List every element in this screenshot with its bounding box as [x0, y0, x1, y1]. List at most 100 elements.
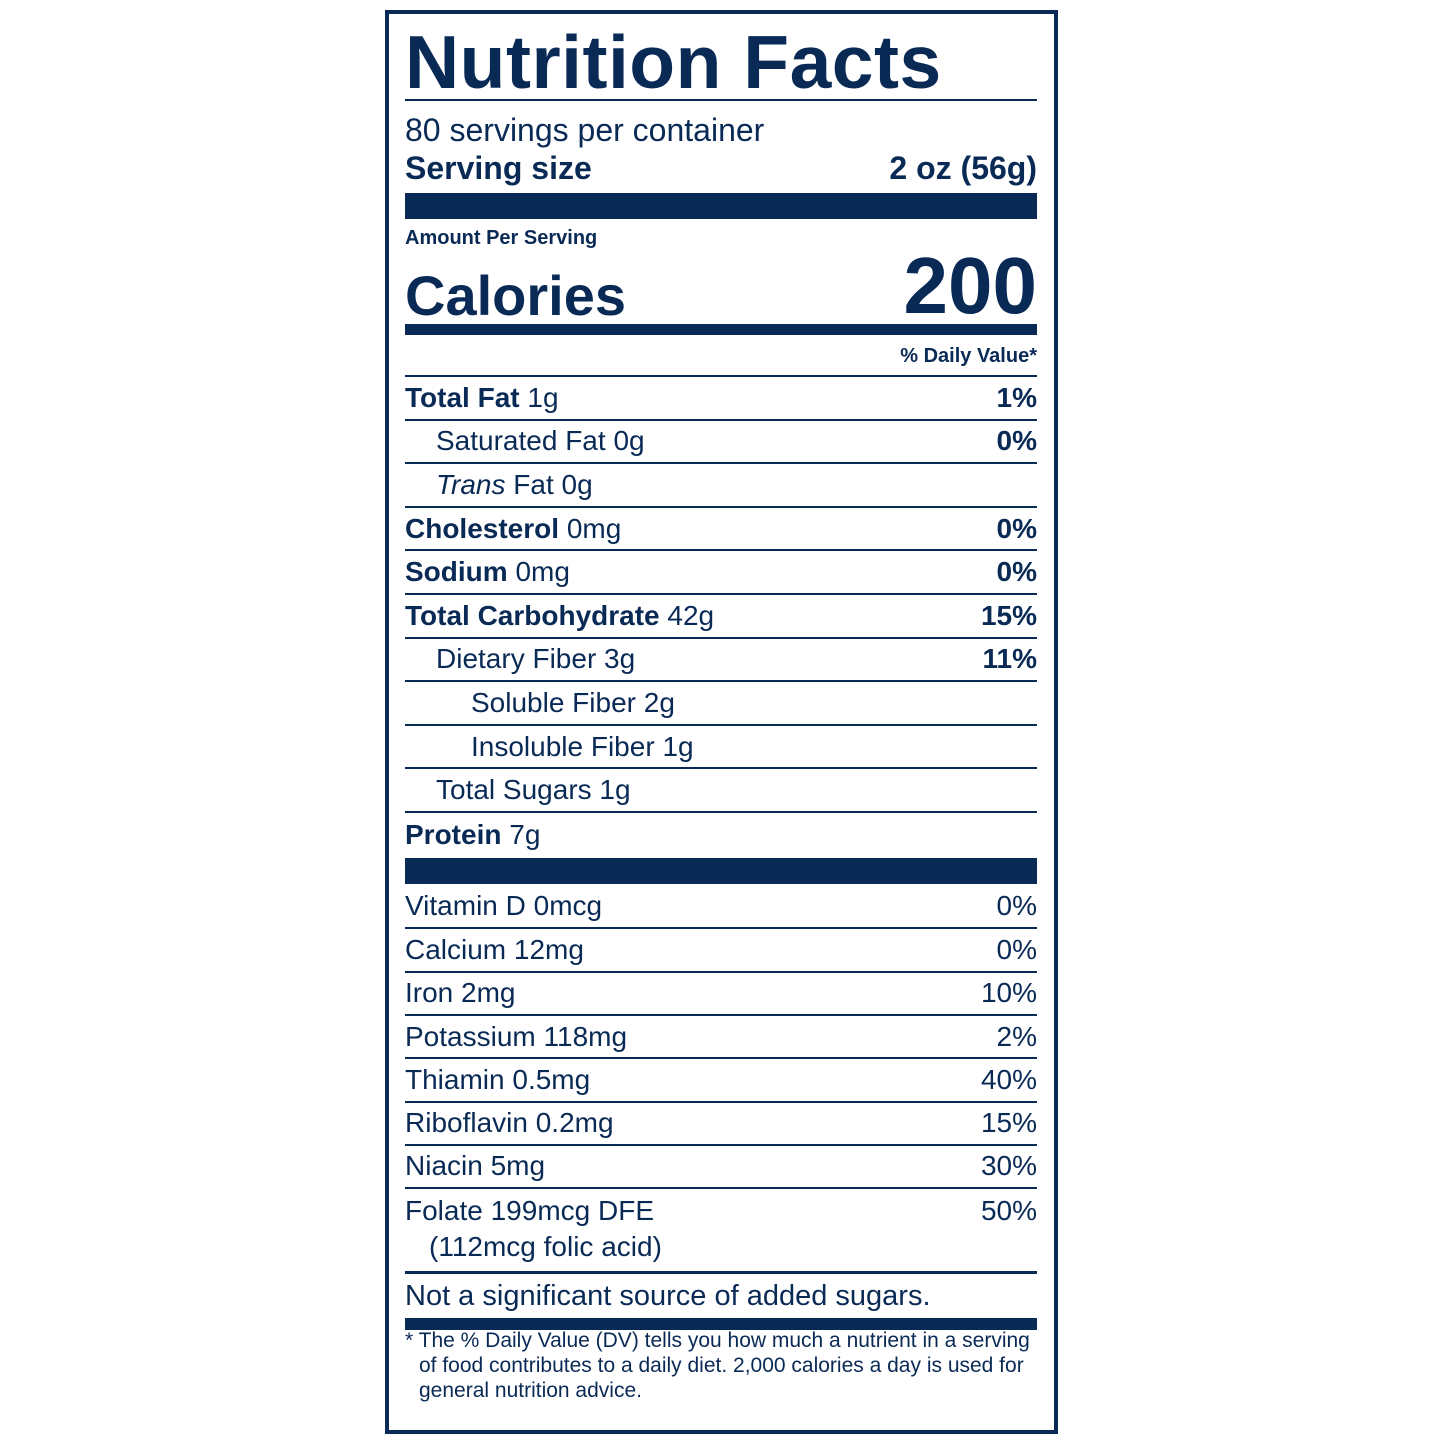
servings-per-container: 80 servings per container — [405, 112, 765, 148]
nutrient-amount: 3g — [604, 643, 636, 675]
thick-divider — [405, 858, 1037, 884]
vitamin-daily-value: 0% — [996, 933, 1037, 965]
serving-size-value: 2 oz (56g) — [889, 150, 1037, 186]
calories-label: Calories — [405, 264, 626, 327]
medium-divider — [405, 324, 1037, 335]
nutrient-name: Total Sugars 1g — [405, 774, 631, 806]
vitamin-label: Iron 2mg — [405, 977, 516, 1009]
vitamin-label: Folate 199mcg DFE — [405, 1195, 654, 1227]
nutrient-amount: 0g — [613, 425, 645, 457]
vitamin-label: Vitamin D 0mcg — [405, 889, 603, 921]
nutrient-label: Insoluble Fiber — [471, 730, 655, 762]
nutrient-amount: 42g — [667, 599, 715, 631]
nutrient-amount: 1g — [527, 381, 559, 413]
vitamin-name: Calcium 12mg — [405, 934, 584, 966]
vitamin-daily-value: 40% — [980, 1063, 1037, 1095]
thick-divider — [405, 193, 1037, 219]
nutrient-label: Total Sugars — [436, 774, 592, 806]
nutrient-amount: 0mg — [566, 512, 622, 544]
nutrient-daily-value: 11% — [982, 643, 1038, 675]
vitamin-row: Potassium 118mg 2% — [405, 1013, 1037, 1057]
nutrient-row: Total Carbohydrate 42g 15% — [405, 593, 1037, 637]
vitamin-row: Niacin 5mg 30% — [405, 1143, 1037, 1187]
nutrient-name: Saturated Fat 0g — [405, 425, 645, 457]
vitamin-row: Iron 2mg 10% — [405, 970, 1037, 1014]
nutrient-label: Protein — [405, 819, 502, 850]
vitamin-name: Niacin 5mg — [405, 1150, 545, 1182]
nutrient-daily-value: 1% — [996, 381, 1037, 413]
nutrient-row: Insoluble Fiber 1g — [405, 723, 1037, 768]
nutrient-amount: 1g — [662, 730, 694, 762]
nutrient-row: Saturated Fat 0g 0% — [405, 418, 1037, 463]
nutrient-row: Sodium 0mg 0% — [405, 549, 1037, 593]
nutrient-daily-value: 15% — [980, 599, 1037, 631]
nutrient-row: Cholesterol 0mg 0% — [405, 505, 1037, 550]
added-sugars-note: Not a significant source of added sugars… — [405, 1280, 931, 1312]
nutrient-amount: 7g — [509, 819, 541, 850]
vitamin-name: Folate 199mcg DFE (112mcg folic acid) — [405, 1195, 662, 1263]
vitamin-row: Riboflavin 0.2mg 15% — [405, 1100, 1037, 1144]
vitamin-name: Potassium 118mg — [405, 1021, 627, 1053]
nutrient-row: Soluble Fiber 2g — [405, 680, 1037, 724]
nutrient-daily-value: 0% — [996, 556, 1037, 588]
nutrient-row: Total Fat 1g 1% — [405, 375, 1037, 419]
nutrient-label-suffix: Fat — [513, 468, 554, 500]
vitamin-row: Vitamin D 0mcg 0% — [405, 884, 1037, 927]
nutrient-label: Total Fat — [405, 381, 520, 413]
calories-value: 200 — [903, 241, 1037, 330]
nutrient-daily-value: 0% — [996, 425, 1037, 457]
nutrient-name: Soluble Fiber 2g — [405, 687, 675, 719]
footnote: * The % Daily Value (DV) tells you how m… — [405, 1329, 1030, 1402]
nutrient-name: Sodium 0mg — [405, 556, 570, 588]
label-title: Nutrition Facts — [405, 20, 942, 104]
nutrient-label: Trans — [436, 468, 506, 500]
vitamin-daily-value: 15% — [980, 1107, 1037, 1139]
vitamin-label: Thiamin 0.5mg — [405, 1063, 591, 1095]
vitamin-row: Calcium 12mg 0% — [405, 927, 1037, 970]
nutrient-row: Trans Fat 0g — [405, 462, 1037, 506]
calories-row: Calories 200 — [405, 246, 1037, 326]
vitamin-row: Folate 199mcg DFE (112mcg folic acid) 50% — [405, 1187, 1037, 1274]
serving-size-label: Serving size — [405, 150, 592, 186]
label-content: Nutrition Facts 80 servings per containe… — [405, 14, 1037, 1430]
nutrient-daily-value: 0% — [996, 512, 1037, 544]
amount-per-serving: Amount Per Serving — [405, 227, 598, 249]
nutrient-row: Total Sugars 1g — [405, 767, 1037, 811]
vitamin-subtext: (112mcg folic acid) — [429, 1231, 662, 1263]
nutrient-name: Cholesterol 0mg — [405, 513, 621, 545]
vitamin-name: Riboflavin 0.2mg — [405, 1107, 614, 1139]
nutrient-row: Dietary Fiber 3g 11% — [405, 636, 1038, 681]
vitamin-label: Riboflavin 0.2mg — [405, 1107, 614, 1139]
nutrition-facts-label: Nutrition Facts 80 servings per containe… — [385, 10, 1058, 1434]
vitamin-daily-value: 0% — [996, 889, 1037, 921]
nutrient-label: Saturated Fat — [436, 425, 606, 457]
nutrient-amount: 2g — [643, 686, 675, 718]
nutrient-amount: 0mg — [515, 556, 570, 588]
vitamin-label: Niacin 5mg — [405, 1150, 546, 1182]
nutrient-row: Protein 7g — [405, 811, 1037, 857]
nutrient-amount: 0g — [561, 468, 593, 500]
divider — [405, 99, 1037, 101]
nutrient-name: Total Fat 1g — [405, 382, 559, 414]
nutrient-name: Insoluble Fiber 1g — [405, 731, 694, 763]
vitamin-label: Calcium 12mg — [405, 933, 584, 965]
nutrient-name: Protein 7g — [405, 819, 540, 851]
serving-size-row: Serving size 2 oz (56g) — [405, 148, 1037, 188]
vitamin-name: Thiamin 0.5mg — [405, 1064, 590, 1096]
vitamin-daily-value: 50% — [980, 1195, 1037, 1227]
vitamin-daily-value: 10% — [980, 977, 1037, 1009]
nutrient-label: Soluble Fiber — [471, 686, 636, 718]
medium-divider — [405, 1318, 1037, 1330]
divider — [405, 1271, 1037, 1274]
nutrient-name: Trans Fat 0g — [405, 469, 593, 501]
nutrient-label: Total Carbohydrate — [405, 599, 660, 631]
nutrient-label: Dietary Fiber — [436, 643, 597, 675]
nutrient-amount: 1g — [599, 774, 631, 806]
nutrient-label: Sodium — [405, 556, 508, 588]
nutrient-label: Cholesterol — [405, 512, 560, 544]
vitamin-name: Vitamin D 0mcg — [405, 890, 602, 922]
vitamin-label: Potassium 118mg — [405, 1020, 628, 1052]
vitamin-daily-value: 2% — [996, 1020, 1037, 1052]
vitamin-name: Iron 2mg — [405, 977, 516, 1009]
daily-value-header: % Daily Value* — [900, 345, 1037, 367]
